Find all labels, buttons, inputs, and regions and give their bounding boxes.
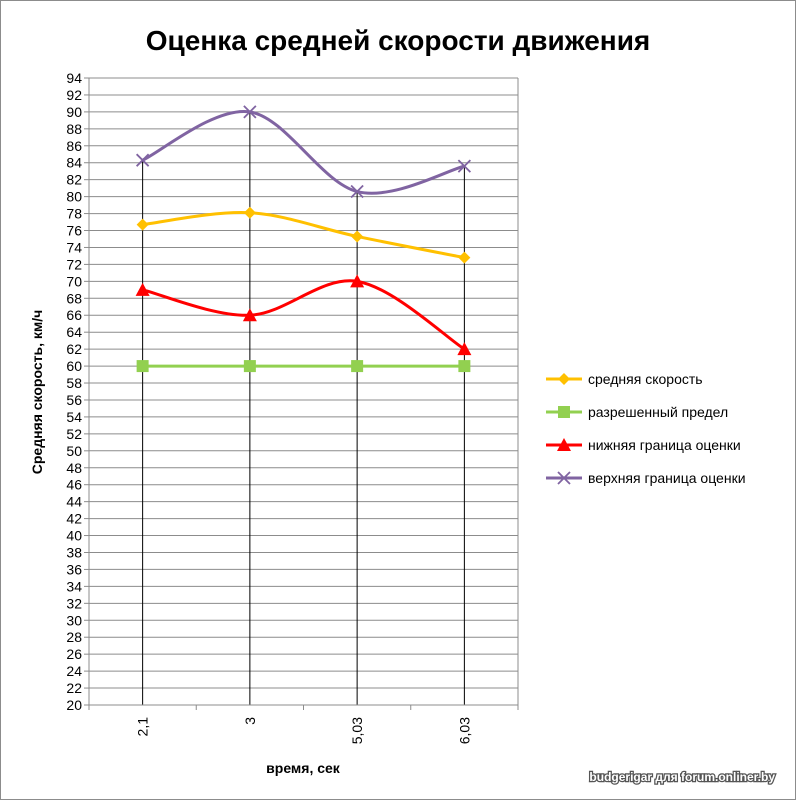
y-tick-label: 24 (66, 663, 82, 679)
y-tick-label: 30 (66, 612, 82, 628)
y-tick-label: 40 (66, 528, 82, 544)
y-tick-label: 74 (66, 239, 82, 255)
x-axis-title: время, сек (266, 760, 341, 776)
y-axis-title: Средняя скорость, км/ч (29, 310, 45, 475)
axes (84, 77, 519, 710)
data-point-1 (136, 360, 149, 373)
y-tick-label: 88 (66, 121, 82, 137)
legend: средняя скорость разрешенный предел нижняя… (546, 371, 746, 486)
y-tick-label: 48 (66, 460, 82, 476)
y-tick-label: 34 (66, 578, 82, 594)
y-tick-label: 70 (66, 273, 82, 289)
data-point-3 (457, 159, 472, 173)
legend-marker (558, 373, 570, 385)
data-point-3 (135, 153, 150, 167)
y-tick-label: 44 (66, 494, 82, 510)
y-tick-label: 58 (66, 375, 82, 391)
y-tick-label: 38 (66, 544, 82, 560)
data-point-2 (350, 274, 365, 288)
data-point-1 (351, 360, 364, 373)
legend-label: средняя скорость (588, 371, 703, 387)
x-tick-label: 3 (242, 717, 258, 725)
y-tick-label: 42 (66, 511, 82, 527)
y-tick-label: 50 (66, 443, 82, 459)
data-point-1 (243, 360, 256, 373)
x-tick-label: 5,03 (349, 717, 365, 744)
y-tick-label: 84 (66, 155, 82, 171)
y-tick-label: 94 (66, 70, 82, 86)
y-tick-label: 92 (66, 87, 82, 103)
legend-marker (557, 438, 571, 451)
legend-label: разрешенный предел (588, 404, 728, 420)
y-tick-label: 36 (66, 561, 82, 577)
data-point-1 (458, 360, 471, 373)
y-tick-label: 54 (66, 409, 82, 425)
data-point-0 (243, 206, 256, 219)
y-tick-label: 64 (66, 324, 82, 340)
legend-marker (558, 406, 570, 418)
series-markers (135, 105, 472, 373)
y-tick-label: 86 (66, 138, 82, 154)
data-point-3 (243, 105, 257, 119)
y-tick-label: 28 (66, 629, 82, 645)
y-tick-label: 76 (66, 223, 82, 239)
y-tick-label: 60 (66, 358, 82, 374)
y-tick-label: 32 (66, 595, 82, 611)
x-tick-label: 2,1 (135, 717, 151, 737)
data-point-2 (242, 308, 257, 322)
data-point-0 (351, 230, 364, 243)
y-tick-label: 90 (66, 104, 82, 120)
data-point-2 (457, 342, 472, 356)
gridlines (89, 77, 519, 706)
y-tick-label: 26 (66, 646, 82, 662)
legend-marker (557, 471, 571, 485)
y-tick-label: 56 (66, 392, 82, 408)
data-point-0 (136, 218, 149, 231)
y-tick-label: 66 (66, 307, 82, 323)
y-tick-label: 82 (66, 172, 82, 188)
y-tick-label: 72 (66, 256, 82, 272)
y-tick-label: 80 (66, 189, 82, 205)
series-line-0 (142, 211, 465, 260)
y-tick-label: 78 (66, 206, 82, 222)
series-line-3 (141, 110, 465, 195)
y-tick-label: 52 (66, 426, 82, 442)
y-tick-label: 22 (66, 680, 82, 696)
series-line-2 (142, 279, 466, 351)
drop-lines (142, 111, 465, 705)
y-tick-label: 20 (66, 697, 82, 713)
legend-label: нижняя граница оценки (588, 437, 741, 453)
series-lines (141, 110, 466, 368)
y-tick-label: 68 (66, 290, 82, 306)
y-tick-label: 46 (66, 477, 82, 493)
tick-labels: 2022242628303234363840424446485052545658… (66, 70, 472, 744)
chart-title: Оценка средней скорости движения (146, 25, 651, 56)
legend-label: верхняя граница оценки (588, 470, 746, 486)
data-point-2 (135, 282, 150, 296)
data-point-0 (458, 251, 471, 264)
data-point-3 (350, 184, 364, 199)
y-tick-label: 62 (66, 341, 82, 357)
x-tick-label: 6,03 (456, 717, 472, 744)
watermark-text: budgerigar для forum.onliner.by (589, 770, 775, 784)
